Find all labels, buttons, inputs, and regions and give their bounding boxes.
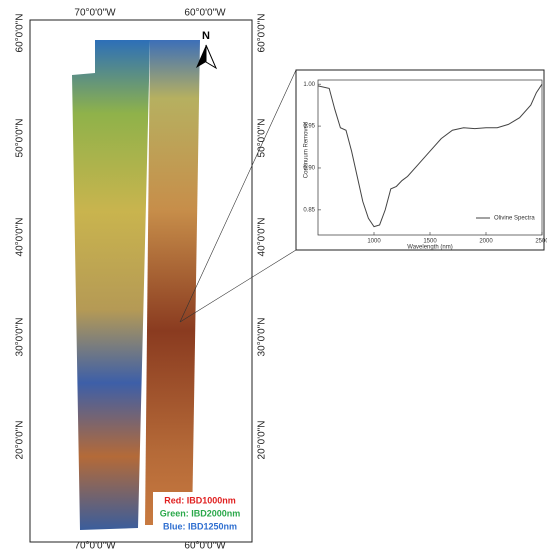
lat-label: 30°0'0"N [15,318,26,357]
lon-label: 60°0'0"W [184,8,226,19]
arrow-half [196,45,206,68]
layer: 60°0'0"N 60°0'0"N 50°0'0"N 50°0'0"N 40°0'0"N… [15,8,547,552]
connector [179,249,297,323]
lat-label: 50°0'0"N [257,119,268,158]
lat-label: 40°0'0"N [257,218,268,257]
north-label: N [202,30,210,42]
lon-label: 70°0'0"W [74,541,116,550]
legend-box [153,492,249,534]
y-tick-label: 0.85 [303,207,315,213]
image-strip [72,40,150,530]
legend-label: Olivine Spectra [494,216,535,222]
y-tick-label: 0.95 [303,124,315,130]
x-tick-label: 2500 [535,239,547,245]
inset-frame [295,69,545,251]
arrow-half [205,44,218,70]
lon-label: 60°0'0"W [184,541,226,550]
spectrum-line [317,83,543,228]
connector [179,69,297,323]
lat-label: 60°0'0"N [15,14,26,53]
image-strip [145,40,200,525]
x-axis-label: Wavelength (nm) [407,245,452,251]
x-tick-label: 1500 [423,239,437,245]
legend-entry: Blue: IBD1250nm [163,521,237,531]
north-arrow [196,44,218,70]
y-tick-label: 1.00 [303,82,315,88]
legend-entry: Green: IBD2000nm [160,508,241,518]
lat-label: 50°0'0"N [15,119,26,158]
x-tick-label: 1000 [367,239,381,245]
y-tick-label: 0.90 [303,166,315,172]
lon-label: 70°0'0"W [74,8,116,19]
y-axis-label: Continuum Removed [304,122,310,178]
lat-label: 60°0'0"N [257,14,268,53]
legend-entry: Red: IBD1000nm [164,495,236,505]
lat-label: 30°0'0"N [257,318,268,357]
x-tick-label: 2000 [479,239,493,245]
lat-label: 20°0'0"N [257,421,268,460]
lat-label: 40°0'0"N [15,218,26,257]
lat-label: 20°0'0"N [15,421,26,460]
